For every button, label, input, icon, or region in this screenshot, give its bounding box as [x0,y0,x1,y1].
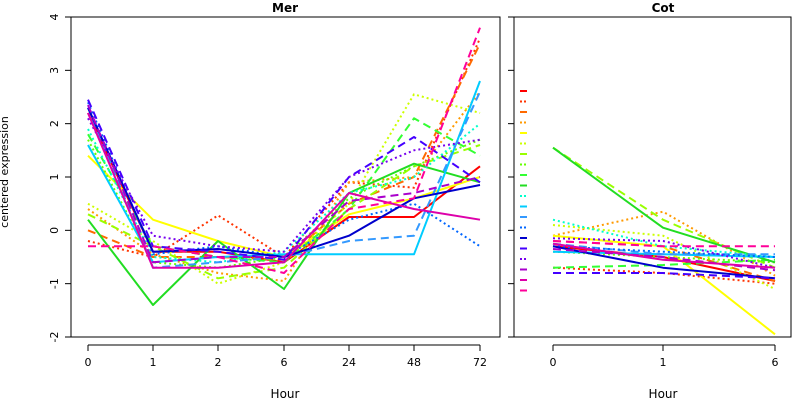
cot-series-line-9 [552,258,776,269]
y-axis-label: centered expression [0,116,11,228]
mer-y-tick-label: 0 [48,227,61,234]
mer-x-tick-label: 0 [85,356,92,369]
mer-x-axis: 0 1 2 6 24 48 72 [85,344,487,369]
mer-y-tick-label: -2 [48,332,61,343]
mer-series-line-3 [87,43,481,261]
mer-y-tick-label: 1 [48,174,61,181]
cot-series-line-16 [553,272,776,280]
mer-x-tick-label: 48 [407,356,421,369]
cot-x-axis-label: Hour [649,387,678,400]
cot-series-line-10 [552,146,776,264]
cot-series-line-15 [552,245,776,280]
cot-x-tick-label: 0 [550,356,557,369]
cot-series-line-13 [552,242,775,256]
cot-series-line-20 [552,240,775,248]
cot-panel: Cot 0 1 6 Hour [508,1,792,400]
mer-y-axis: -2 -1 0 1 2 3 4 [48,14,71,343]
mer-plot-frame [70,16,501,338]
mer-series-line-14 [87,101,481,258]
mer-series-line-10 [87,162,481,306]
cot-series-line-19 [552,242,776,269]
cot-x-tick-label: 1 [660,356,667,369]
mer-series-line-12 [87,80,481,264]
cot-x-tick-label: 6 [772,356,779,369]
mer-series-line-18 [87,104,481,264]
mer-series-line-17 [87,117,481,253]
mer-series-line-20 [88,27,481,274]
mer-x-tick-label: 6 [281,356,288,369]
cot-y-ticks [508,16,514,338]
cot-x-axis: 0 1 6 [550,344,779,369]
cot-series-line-17 [552,237,776,269]
mer-series-layer [87,27,481,306]
mer-series-line-6 [87,93,481,285]
mer-x-tick-label: 72 [473,356,487,369]
cot-legend-marks [520,90,527,292]
cot-title: Cot [652,1,675,15]
cot-plot-frame [513,16,792,338]
mer-y-tick-label: 4 [48,14,61,21]
mer-y-tick-label: 3 [48,67,61,74]
cot-series-line-6 [552,224,776,290]
mer-x-tick-label: 24 [342,356,356,369]
mer-panel: Mer -2 -1 0 1 2 3 4 0 1 2 6 24 48 72 Hour [48,1,501,400]
mer-x-tick-label: 1 [150,356,157,369]
mer-series-line-19 [87,112,481,269]
mer-y-tick-label: -1 [48,278,61,289]
mer-title: Mer [272,1,298,15]
mer-y-tick-label: 2 [48,120,61,127]
mer-x-tick-label: 2 [215,356,222,369]
mer-series-line-8 [87,138,481,269]
mer-x-axis-label: Hour [271,387,300,400]
cot-series-layer [552,146,776,336]
